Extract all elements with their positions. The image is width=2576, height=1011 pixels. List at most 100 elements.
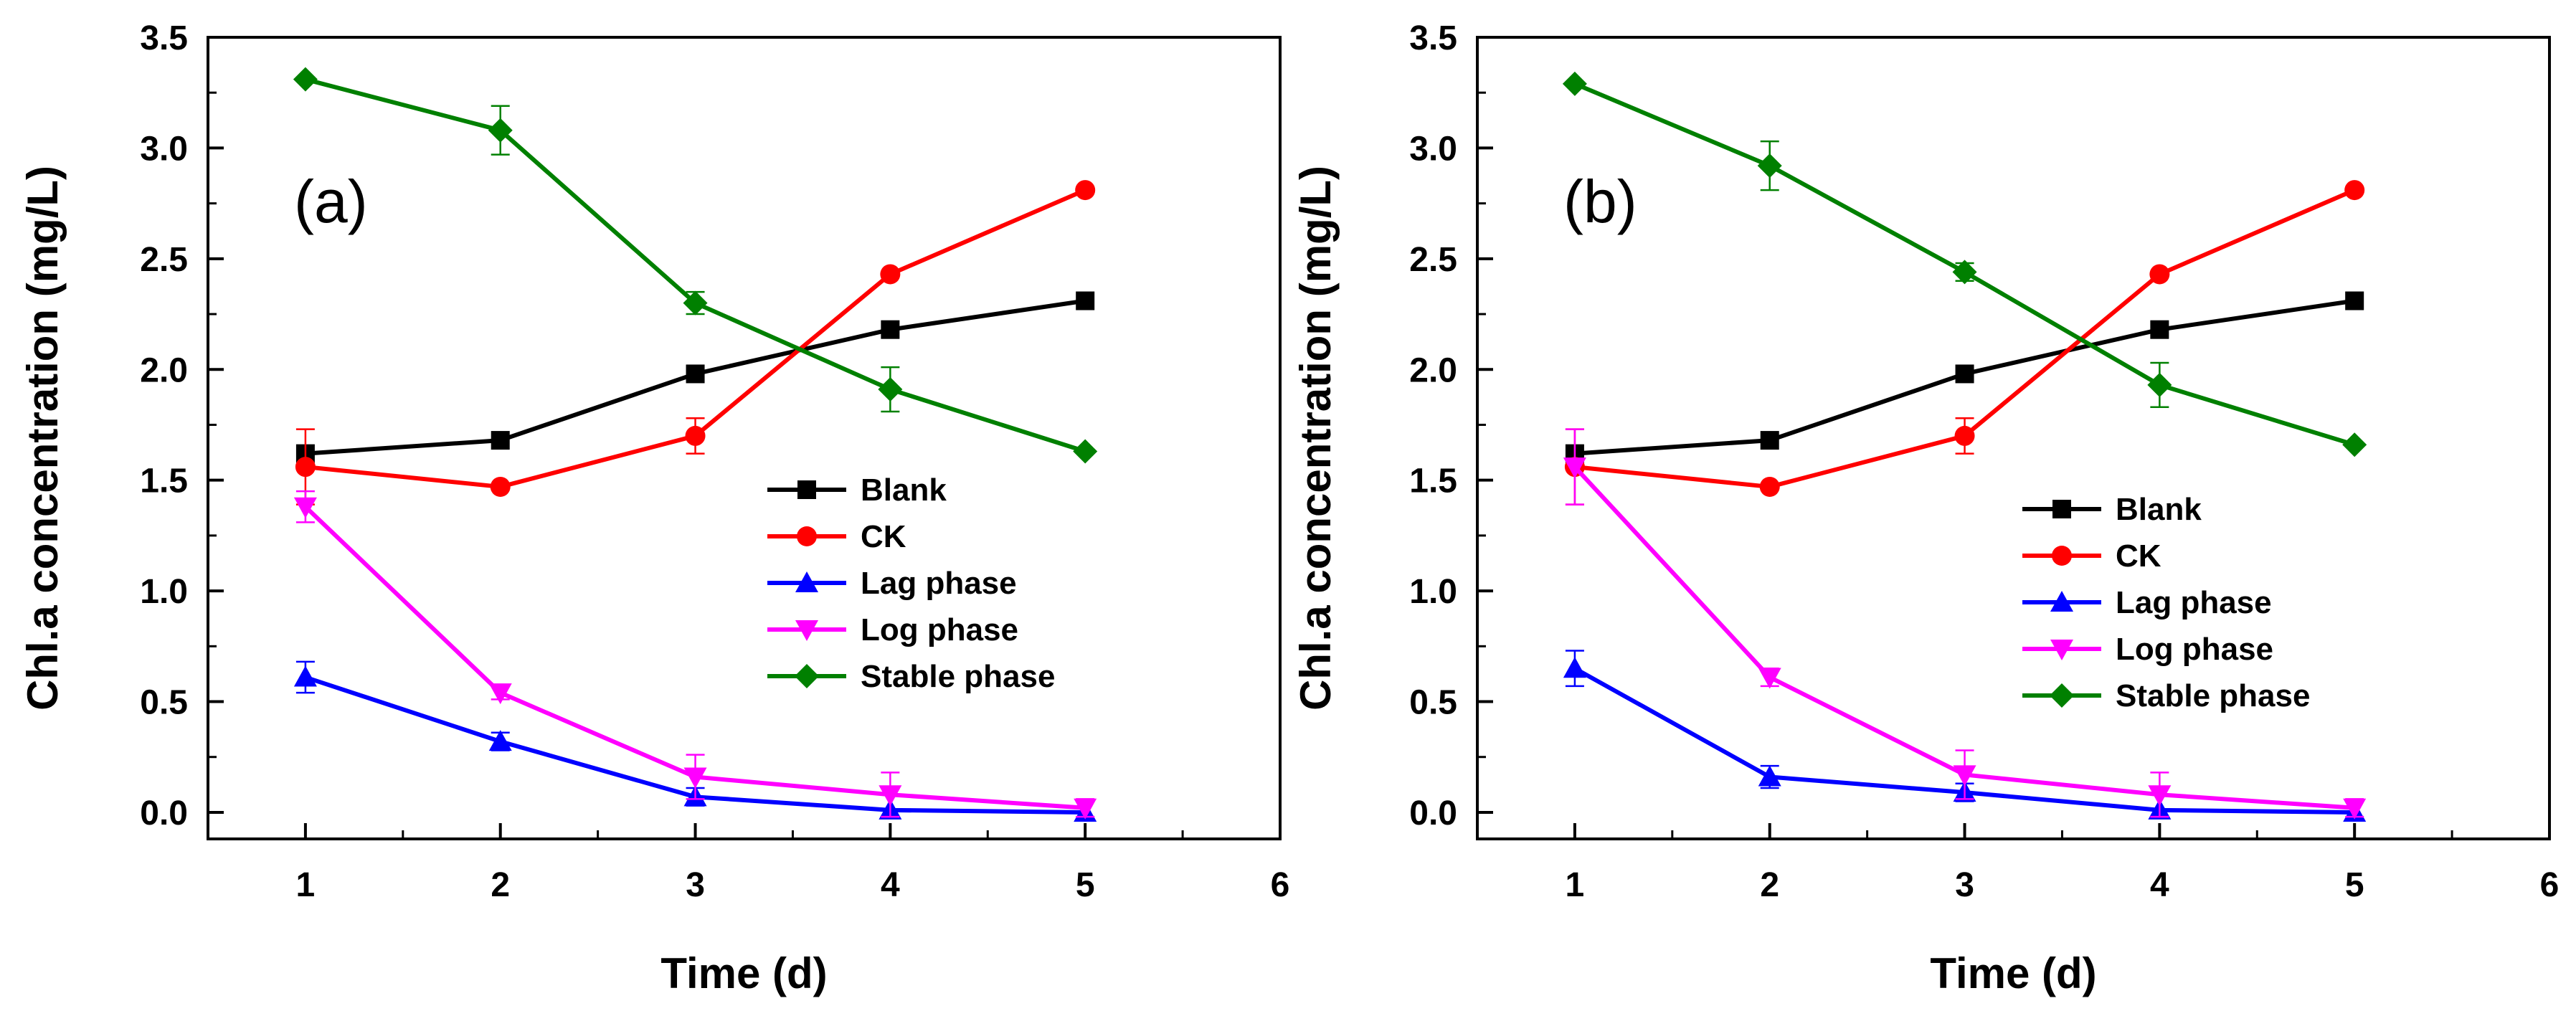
plot-frame (207, 36, 1282, 840)
legend: Blank CK Lag phase Log phase Stable phase (2022, 492, 2310, 713)
legend-label: Blank (2116, 492, 2202, 527)
data-point (1953, 765, 1976, 787)
y-tick-label: 1.5 (140, 462, 188, 500)
legend-marker (2050, 591, 2073, 612)
data-point (490, 476, 511, 497)
data-point (293, 67, 318, 92)
x-tick-label: 3 (686, 866, 705, 904)
y-tick-label: 0.0 (1409, 794, 1457, 832)
data-point (1952, 260, 1977, 285)
series-stable-phase (1562, 71, 2367, 457)
data-point (488, 118, 513, 143)
y-tick-label: 3.0 (140, 130, 188, 168)
legend-label: CK (861, 519, 906, 554)
legend-marker (2052, 546, 2072, 566)
data-point (1955, 364, 1974, 384)
y-tick-label: 0.5 (140, 684, 188, 722)
x-axis-title: Time (d) (1930, 949, 2096, 997)
y-axis-title: Chl.a concentration (mg/L) (19, 166, 67, 711)
x-tick-label: 2 (491, 866, 510, 904)
series-ck (1564, 180, 2365, 506)
plot-frame (1476, 36, 2551, 840)
series-stable-phase (293, 67, 1098, 464)
data-point (295, 457, 316, 478)
series-blank (1565, 291, 2364, 463)
data-point (879, 785, 902, 807)
y-axis-title: Chl.a concentration (mg/L) (1292, 166, 1340, 711)
x-axis-title: Time (d) (660, 949, 827, 997)
data-point (1758, 765, 1781, 787)
x-tick-label: 2 (1760, 866, 1779, 904)
data-point (1563, 457, 1586, 479)
x-tick-label: 1 (1566, 866, 1585, 904)
data-point (683, 767, 707, 789)
data-point (881, 320, 900, 339)
data-point (683, 290, 708, 315)
data-point (2148, 785, 2172, 807)
legend-marker (2052, 500, 2071, 518)
legend-marker (795, 620, 818, 641)
legend-label: Stable phase (861, 659, 1055, 694)
series-log-phase (293, 490, 1097, 820)
legend-label: Lag phase (861, 566, 1017, 601)
data-point (1759, 476, 1780, 497)
data-point (1563, 657, 1586, 678)
data-point (2342, 432, 2367, 457)
data-point (685, 425, 706, 446)
x-tick-label: 1 (296, 866, 316, 904)
data-point (1075, 180, 1096, 201)
y-tick-label: 0.5 (1409, 684, 1457, 722)
y-tick-label: 2.5 (140, 241, 188, 279)
data-point (488, 730, 512, 751)
data-point (491, 431, 510, 450)
legend-marker (2050, 640, 2073, 660)
series-ck (295, 180, 1096, 506)
data-point (2343, 798, 2367, 820)
series-line (305, 77, 1086, 454)
x-tick-label: 3 (1955, 866, 1974, 904)
legend-label: Log phase (2116, 632, 2273, 667)
data-point (2147, 372, 2172, 397)
x-tick-label: 4 (881, 866, 900, 904)
y-tick-label: 1.5 (1409, 462, 1457, 500)
x-tick-label: 5 (2345, 866, 2364, 904)
y-tick-label: 3.0 (1409, 130, 1457, 168)
data-point (1073, 439, 1098, 464)
data-point (878, 377, 903, 402)
x-tick-label: 4 (2150, 866, 2169, 904)
data-point (2149, 264, 2170, 285)
data-point (2344, 180, 2365, 201)
panel-label: (b) (1563, 168, 1637, 235)
legend-marker (795, 571, 818, 592)
data-point (1562, 71, 1587, 96)
legend-label: Stable phase (2116, 678, 2310, 713)
y-tick-label: 2.0 (1409, 351, 1457, 389)
legend-marker (797, 480, 816, 499)
data-point (1076, 291, 1095, 310)
panel-b: 0.0 0.5 1.0 1.5 2.0 2.5 3.0 3.5 1 2 3 4 5 6 Time (d) Ch… (1292, 19, 2559, 997)
x-tick-label: 5 (1076, 866, 1095, 904)
data-point (488, 683, 512, 705)
panel-label: (a) (294, 168, 368, 235)
legend-marker (797, 526, 817, 546)
data-point (1758, 668, 1781, 689)
legend-marker (795, 664, 819, 688)
data-point (1760, 431, 1779, 450)
y-tick-label: 2.0 (140, 351, 188, 389)
data-point (1954, 425, 1975, 446)
legend: Blank CK Lag phase Log phase Stable phase (767, 473, 1055, 694)
y-tick-label: 3.5 (1409, 19, 1457, 57)
data-point (880, 264, 901, 285)
data-point (2345, 291, 2364, 310)
data-point (2150, 320, 2169, 339)
legend-label: Lag phase (2116, 585, 2272, 620)
y-tick-label: 1.0 (140, 573, 188, 611)
data-point (293, 497, 317, 518)
panel-a: 0.0 0.5 1.0 1.5 2.0 2.5 3.0 3.5 1 2 3 4 5 6 Time (d) Ch… (19, 19, 1289, 997)
y-tick-label: 0.0 (140, 794, 188, 832)
data-point (1074, 798, 1097, 820)
data-point (293, 665, 317, 687)
x-tick-label: 6 (1271, 866, 1290, 904)
legend-label: CK (2116, 538, 2161, 574)
